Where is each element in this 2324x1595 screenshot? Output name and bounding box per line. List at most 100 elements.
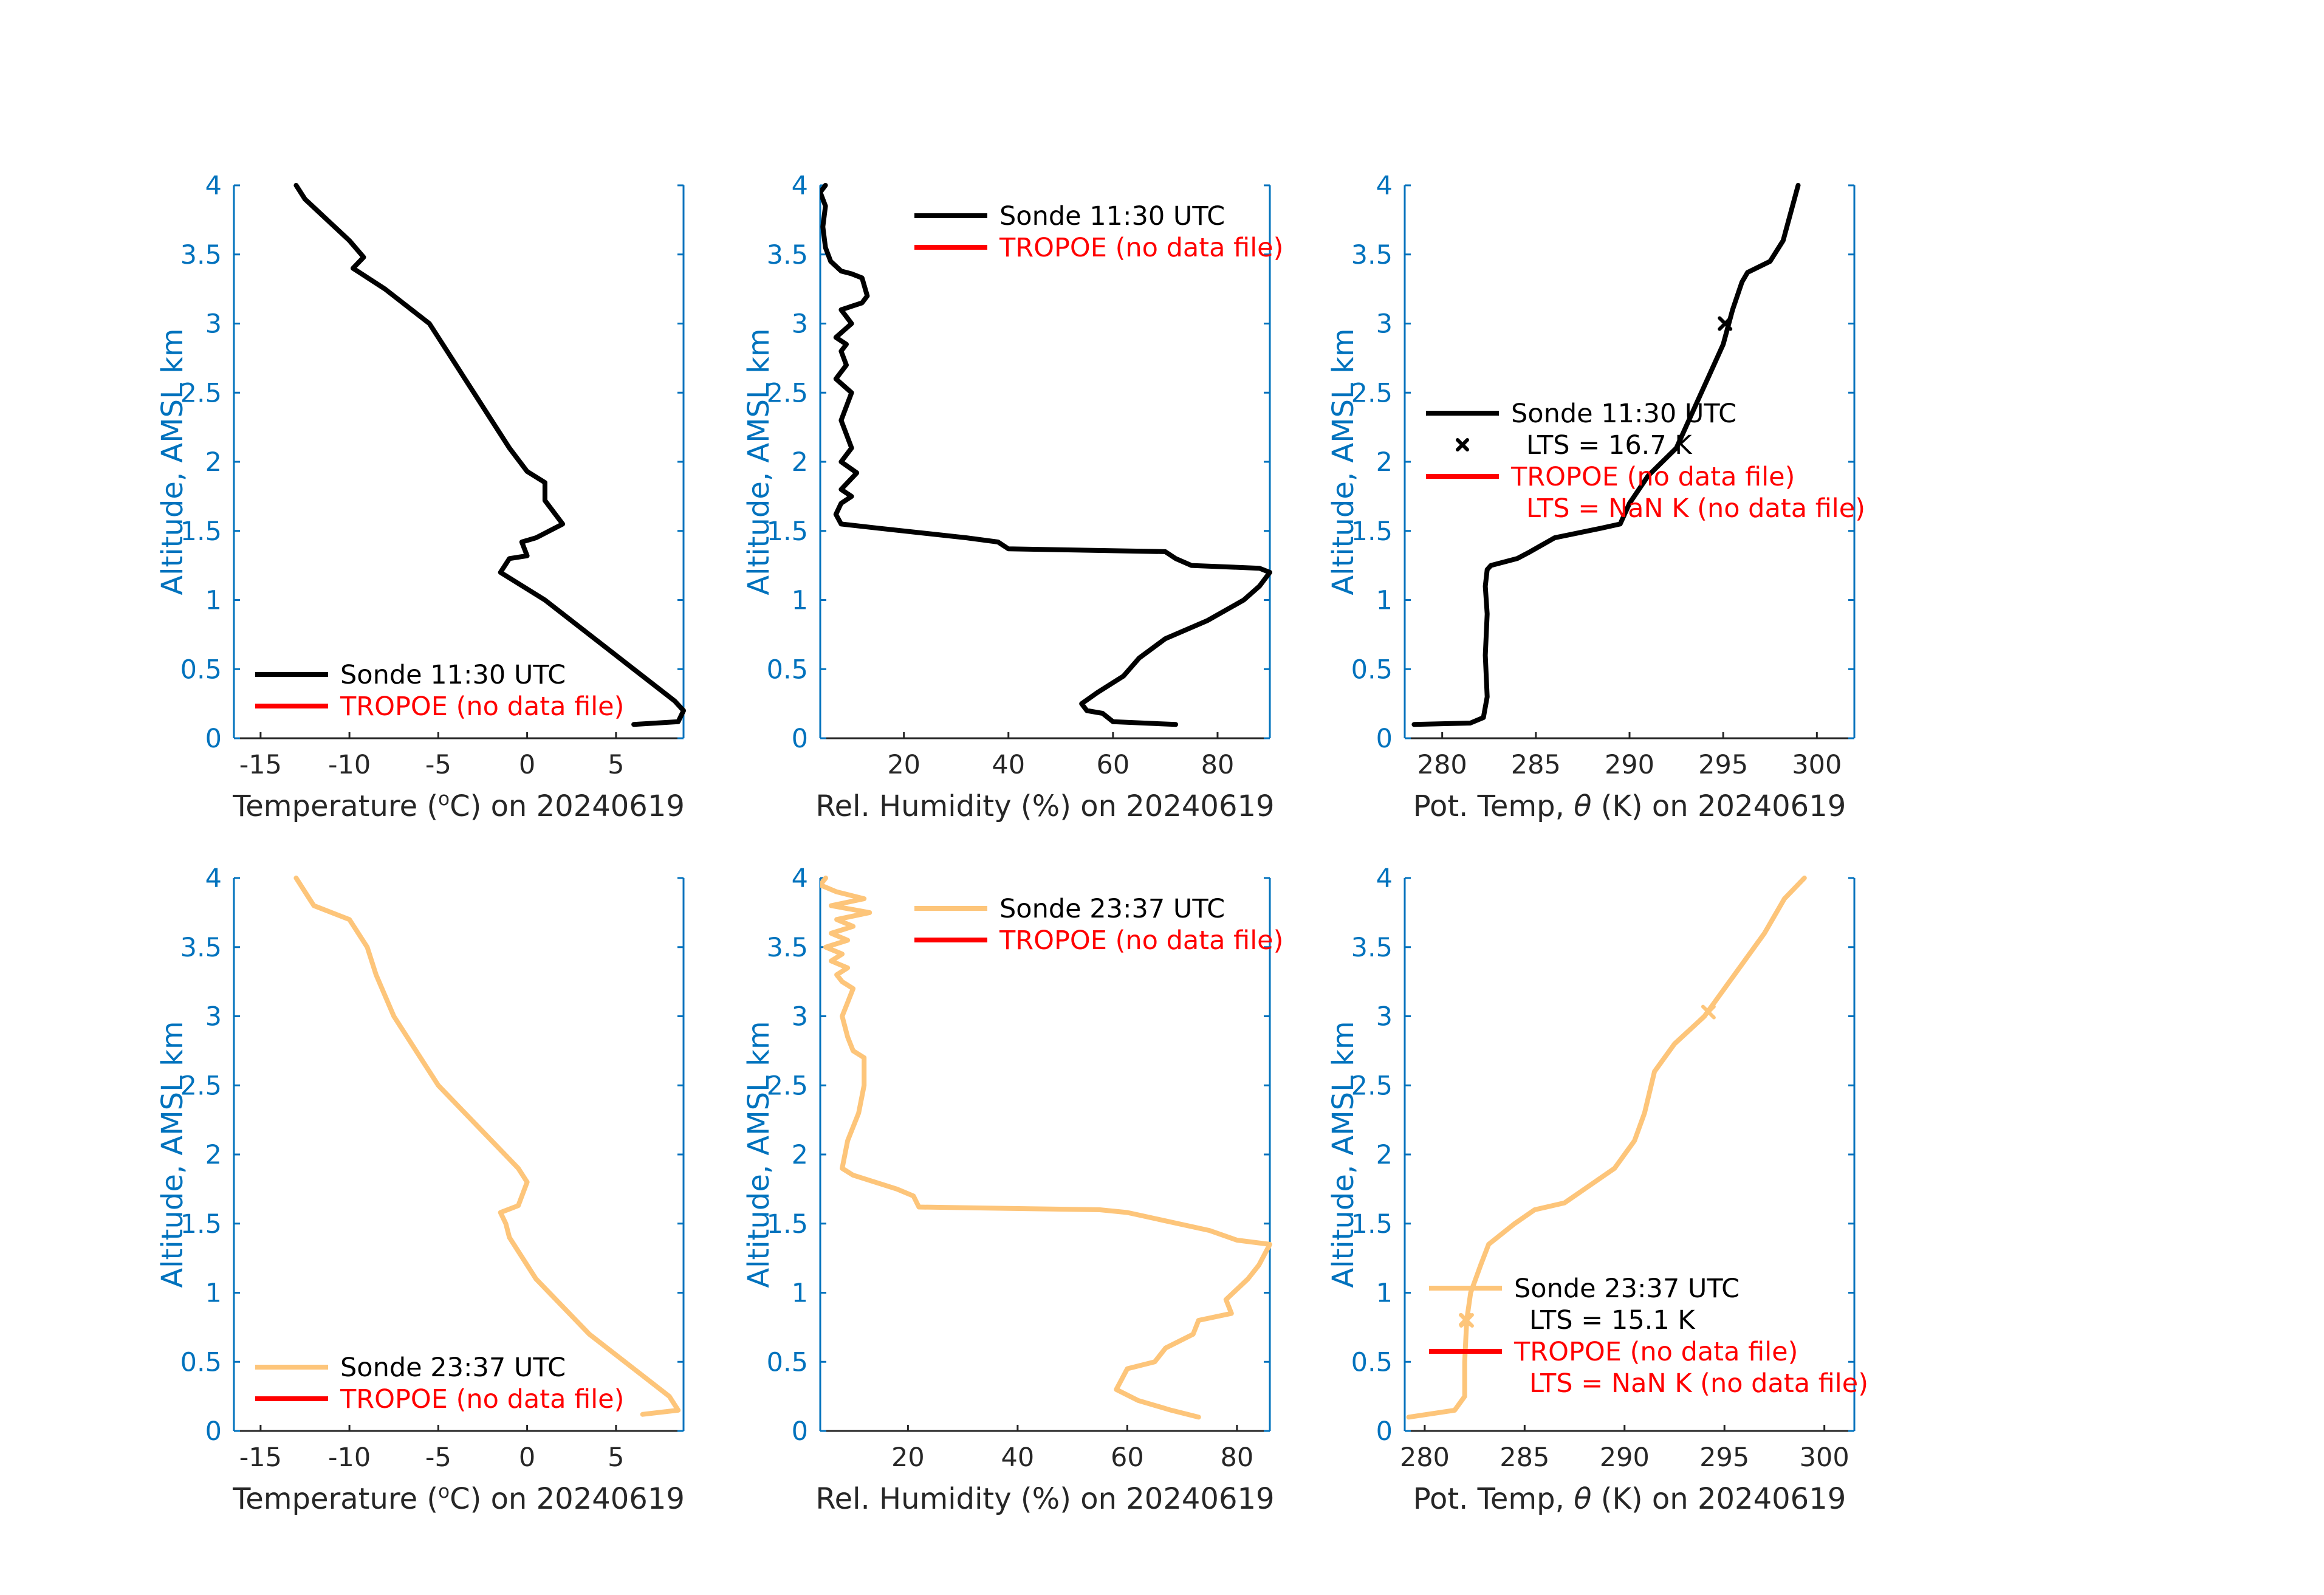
x-axis-label: Temperature (oC) on 20240619 [232,1481,685,1516]
y-tick-label: 3.5 [1351,240,1393,270]
y-tick-label: 0.5 [767,654,808,685]
x-tick-label: -5 [425,750,451,780]
y-tick-label: 3 [792,1002,808,1032]
y-tick-label: 1 [1376,586,1393,616]
y-tick-label: 0 [792,1416,808,1447]
y-tick-label: 1.5 [767,516,808,547]
series-line [293,183,686,727]
y-tick-label: 1 [205,1278,222,1309]
y-tick-label: 3 [205,1002,222,1032]
y-axis-label: Altitude, AMSL km [1326,1021,1360,1288]
y-tick-label: 1 [792,586,808,616]
x-tick-label: 40 [1001,1442,1035,1473]
y-tick-label: 4 [792,863,808,894]
x-tick-label: 295 [1699,1442,1749,1473]
y-tick-label: 4 [205,171,222,201]
y-tick-label: 2.5 [180,1071,222,1101]
y-tick-label: 3 [205,309,222,340]
y-tick-label: 1.5 [1351,1209,1393,1240]
y-tick-label: 2 [205,447,222,478]
y-tick-label: 0 [205,724,222,754]
x-tick-label: 0 [519,750,535,780]
x-tick-label: -10 [328,750,371,780]
y-tick-label: 0 [205,1416,222,1447]
x-tick-label: -15 [239,750,282,780]
x-tick-label: 20 [887,750,920,780]
y-tick-label: 0 [792,724,808,754]
y-tick-label: 0.5 [180,1347,222,1377]
y-tick-label: 3.5 [180,933,222,963]
y-tick-label: 1 [792,1278,808,1309]
y-axis-label: Altitude, AMSL km [1326,328,1360,595]
x-tick-label: 40 [992,750,1025,780]
legend-label: LTS = NaN K (no data file) [1529,1368,1868,1399]
legend-label: TROPOE (no data file) [1513,1337,1798,1367]
y-tick-label: 2 [1376,1140,1393,1170]
x-tick-label: 60 [1097,750,1130,780]
x-tick-label: 295 [1698,750,1748,780]
x-tick-label: 80 [1220,1442,1253,1473]
x-tick-label: 20 [891,1442,925,1473]
x-tick-label: -15 [239,1442,282,1473]
chart-panel-theta-2337: 0 0.5 1 1.5 2 2.5 3 3.5 4 280 285 290 295 300 Pot. Tem… [1326,863,1868,1516]
y-tick-label: 0 [1376,1416,1393,1447]
lts-marker [1701,1004,1716,1020]
legend-marker [1459,1313,1472,1326]
y-axis-label: Altitude, AMSL km [742,328,776,595]
y-tick-label: 2 [792,1140,808,1170]
x-tick-label: 0 [519,1442,535,1473]
x-axis-label: Rel. Humidity (%) on 20240619 [815,1482,1274,1516]
y-tick-label: 2 [792,447,808,478]
series-line [1406,876,1807,1420]
y-axis-label: Altitude, AMSL km [156,1021,190,1288]
y-tick-label: 3.5 [1351,933,1393,963]
legend-label: TROPOE (no data file) [1510,462,1795,492]
x-tick-label: 285 [1500,1442,1549,1473]
y-tick-label: 1.5 [180,1209,222,1240]
x-tick-label: 280 [1400,1442,1450,1473]
series-line [1411,183,1801,727]
y-tick-label: 3.5 [767,933,808,963]
y-tick-label: 1.5 [767,1209,808,1240]
legend-label: TROPOE (no data file) [340,691,624,722]
x-tick-label: 5 [608,1442,624,1473]
chart-panel-temp-1130: 0 0.5 1 1.5 2 2.5 3 3.5 4 -15 -10 -5 0 5 Temperature (… [156,171,686,823]
y-tick-label: 2.5 [1351,378,1393,408]
x-tick-label: 300 [1800,1442,1849,1473]
chart-panel-rh-1130: 0 0.5 1 1.5 2 2.5 3 3.5 4 20 40 60 80 Rel. Humidity (… [742,171,1283,823]
y-tick-label: 0.5 [1351,654,1393,685]
chart-panel-temp-2337: 0 0.5 1 1.5 2 2.5 3 3.5 4 -15 -10 -5 0 5 Temperature (… [156,863,685,1516]
x-axis-label: Pot. Temp, θ (K) on 20240619 [1413,1482,1846,1516]
legend-label: Sonde 11:30 UTC [1511,399,1736,429]
x-tick-label: -10 [328,1442,371,1473]
legend-label: LTS = NaN K (no data file) [1526,493,1865,524]
series-line [820,183,1272,727]
y-tick-label: 3 [1376,1002,1393,1032]
x-axis-label: Rel. Humidity (%) on 20240619 [815,789,1274,823]
legend-marker [1456,438,1469,451]
x-tick-label: 80 [1201,750,1235,780]
legend-label: LTS = 16.7 K [1526,430,1693,461]
legend-label: TROPOE (no data file) [999,233,1283,263]
x-tick-label: 290 [1600,1442,1650,1473]
y-tick-label: 3.5 [180,240,222,270]
chart-panel-rh-2337: 0 0.5 1 1.5 2 2.5 3 3.5 4 20 40 60 80 Rel. Humidity (… [742,863,1283,1516]
y-tick-label: 1.5 [1351,516,1393,547]
x-tick-label: 290 [1605,750,1654,780]
x-tick-label: 285 [1511,750,1561,780]
lts-marker [1718,316,1733,331]
x-tick-label: -5 [425,1442,451,1473]
y-tick-label: 0.5 [180,654,222,685]
y-tick-label: 4 [1376,863,1393,894]
y-tick-label: 4 [1376,171,1393,201]
x-tick-label: 5 [608,750,624,780]
legend-label: Sonde 11:30 UTC [999,201,1225,232]
legend-label: LTS = 15.1 K [1529,1305,1696,1336]
legend-label: TROPOE (no data file) [999,925,1283,956]
